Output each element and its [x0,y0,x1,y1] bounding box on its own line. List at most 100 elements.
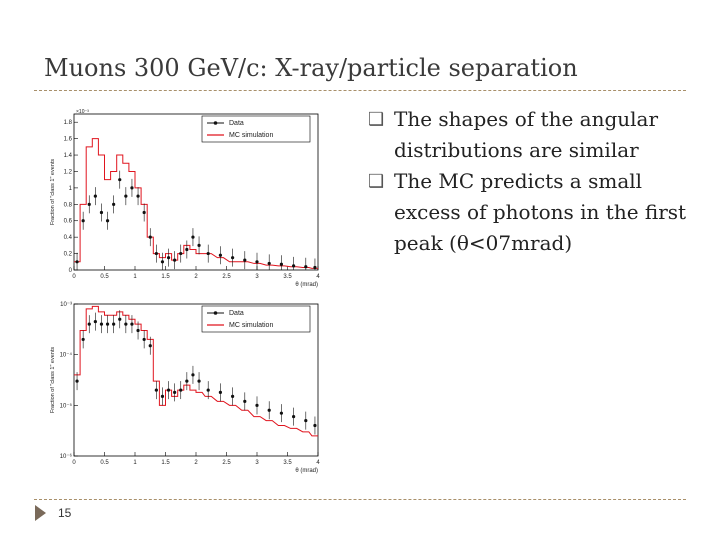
data-point [160,394,165,399]
x-tick-label: 4 [316,460,320,466]
data-point [93,319,97,324]
data-point [197,243,201,247]
x-tick-label: 1.5 [161,274,170,280]
x-axis-label: θ (mrad) [295,468,318,474]
legend-box [201,115,311,143]
y-axis-label: Fraction of "class 1" events [50,159,56,226]
y-axis-label: Fraction of "class 1" events [50,347,56,414]
y-tick-label: 1 [69,186,73,192]
x-tick-label: 2.5 [222,460,231,466]
data-point [118,317,122,321]
page-number: 15 [58,506,72,520]
x-axis-label: θ (mrad) [295,282,318,288]
data-point [243,399,247,403]
log-angular-distribution-chart: 0 0.5 1 1.5 2 2.5 3 3.5 4 θ (mrad) 10⁻³ 10⁻⁴ 10⁻⁵ 10⁻… [50,302,320,474]
data-point [99,322,104,326]
data-point [267,261,271,266]
data-point [87,322,91,326]
data-point [279,411,283,415]
bullet-text: The MC predicts a small excess of photon… [394,169,687,255]
x-tick-label: 3.5 [283,460,292,466]
bullet-item: ❑ The MC predicts a small excess of phot… [368,166,698,259]
data-point [148,344,152,348]
bullet-text: The shapes of the angular distributions … [394,107,659,162]
data-point [218,390,222,394]
data-point [179,251,183,256]
data-point [81,337,85,342]
data-point [218,253,222,257]
data-point [154,388,158,392]
slide-title: Muons 300 GeV/c: X-ray/particle separati… [44,54,578,82]
data-point [304,265,308,269]
y-tick-label: 0.4 [64,235,73,241]
data-point [75,379,79,383]
y-tick-label: 1.6 [64,137,73,143]
y-tick-label: 10⁻³ [60,302,72,308]
legend-label-mc: MC simulation [229,322,273,329]
data-point [142,210,146,215]
data-point [75,260,79,264]
mc-histogram-line [74,305,318,437]
x-tick-label: 0.5 [100,460,109,466]
x-tick-label: 2.5 [222,274,231,280]
bullet-box-icon: ❑ [368,109,385,130]
y-scale-label: ×10⁻³ [76,109,89,115]
data-point [197,379,201,383]
mc-histogram-line [74,138,318,269]
data-point [142,337,146,342]
legend-label-data: Data [229,310,244,317]
data-point [304,418,308,423]
data-point [206,388,210,392]
data-point [292,264,296,268]
data-point [185,379,189,383]
title-divider [34,90,686,91]
x-tick-label: 2 [194,274,198,280]
data-point [243,258,247,262]
x-tick-label: 0 [72,460,76,466]
data-point [173,258,177,262]
data-point [118,178,122,182]
x-tick-label: 0.5 [100,274,109,280]
y-tick-label: 10⁻⁶ [60,453,73,460]
bullet-list: ❑ The shapes of the angular distribution… [368,104,698,259]
x-tick-label: 3 [255,460,259,466]
x-tick-label: 1 [133,460,137,466]
x-tick-label: 1 [133,274,137,280]
data-point [179,388,183,392]
x-tick-label: 3.5 [283,274,292,280]
data-point [173,390,177,394]
y-tick-label: 10⁻⁴ [60,352,73,359]
data-point [130,322,134,326]
data-point [255,403,259,407]
bullet-item: ❑ The shapes of the angular distribution… [368,104,698,166]
data-point [231,256,235,260]
y-tick-label: 10⁻⁵ [60,402,73,409]
data-point [136,194,140,198]
data-point [87,202,91,206]
y-tick-label: 1.2 [64,169,73,175]
footer-arrow-icon [35,505,46,521]
linear-angular-distribution-chart: 0 0.5 1 1.5 2 2.5 3 3.5 4 θ (mrad) 0 0.2 0.4 0.6 0.8 1 1… [50,109,320,288]
data-point [191,373,195,377]
data-point [136,328,140,333]
data-point [255,260,259,264]
x-tick-label: 3 [255,274,259,280]
y-tick-label: 0.6 [64,219,73,225]
legend-label-data: Data [229,120,244,127]
data-point [130,186,134,190]
y-tick-label: 0 [69,268,73,274]
footer-divider [34,499,686,500]
y-tick-label: 1.8 [64,120,73,126]
data-point [112,322,116,326]
x-tick-label: 0 [72,274,76,280]
data-point [99,210,104,215]
data-point [313,423,317,428]
y-tick-label: 0.2 [64,252,73,258]
data-point [166,388,171,392]
data-point [105,219,110,223]
data-point [313,265,317,270]
legend-data-marker [213,121,218,125]
legend-box [201,305,311,333]
data-point [105,322,110,326]
data-point [112,202,116,206]
